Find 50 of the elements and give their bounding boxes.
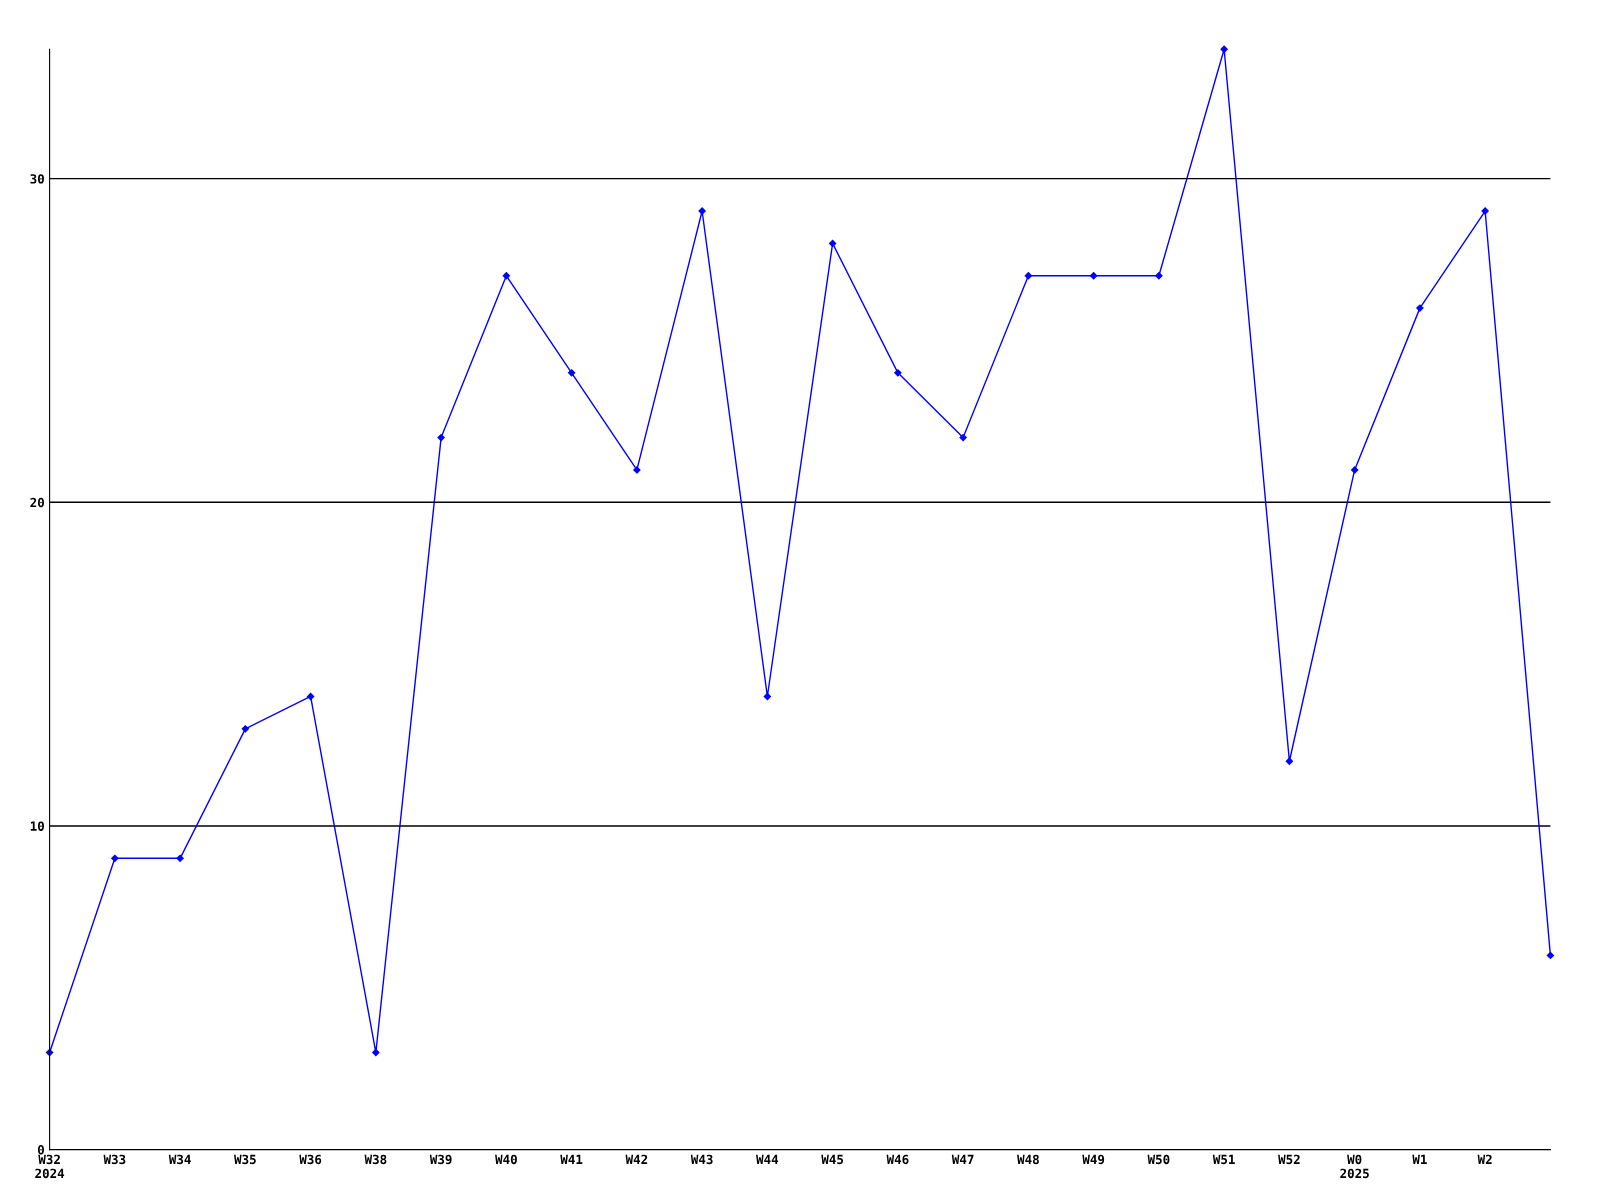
point: [698, 207, 706, 215]
x-tick-label: W43: [690, 1154, 713, 1165]
x-tick-label: W33: [103, 1154, 126, 1165]
point: [567, 369, 576, 377]
point: [633, 466, 641, 474]
point: [959, 433, 967, 442]
point: [1089, 272, 1098, 280]
x-tick-label: W2: [1477, 1154, 1492, 1164]
y-tick-label: 0: [37, 1145, 44, 1155]
point: [1351, 466, 1359, 474]
x-tick-label: W0 2025: [1340, 1154, 1369, 1179]
x-tick-label: W46: [886, 1154, 909, 1165]
point: [1481, 207, 1489, 215]
x-tick-label: W47: [951, 1154, 974, 1164]
x-tick-label: W44: [756, 1154, 779, 1164]
x-tick-label: W32 2024: [35, 1154, 65, 1179]
point: [306, 692, 315, 701]
x-tick-label: W41: [560, 1154, 583, 1164]
x-tick-label: W50: [1147, 1154, 1170, 1165]
y-tick-label: 20: [30, 497, 44, 508]
x-tick-label: W36: [299, 1154, 322, 1165]
x-tick-label: W49: [1082, 1154, 1105, 1165]
point: [1024, 272, 1033, 280]
x-tick-label: W38: [364, 1154, 387, 1165]
point: [241, 725, 249, 733]
point: [502, 272, 511, 280]
x-tick-label: W39: [429, 1154, 452, 1165]
point: [176, 854, 184, 862]
point: [111, 854, 119, 862]
point: [437, 433, 445, 442]
point: [1416, 304, 1424, 312]
y-tick-label: 30: [30, 174, 44, 184]
y-tick-label: 10: [30, 821, 44, 831]
point: [763, 692, 772, 701]
point: [1155, 272, 1163, 280]
x-tick-label: W45: [821, 1154, 844, 1165]
point: [1546, 951, 1555, 960]
x-tick-label: W34: [168, 1154, 191, 1165]
x-tick-label: W42: [625, 1154, 648, 1164]
point: [1285, 757, 1294, 765]
x-tick-label: W40: [495, 1154, 517, 1165]
point: [894, 369, 902, 377]
x-tick-label: W48: [1017, 1154, 1039, 1165]
x-tick-label: W52: [1278, 1154, 1300, 1165]
point: [372, 1048, 380, 1057]
x-tick-label: W1: [1412, 1154, 1427, 1164]
x-tick-label: W35: [234, 1154, 256, 1165]
x-tick-label: W51: [1212, 1154, 1235, 1165]
point: [828, 239, 837, 248]
point: [1220, 45, 1228, 53]
